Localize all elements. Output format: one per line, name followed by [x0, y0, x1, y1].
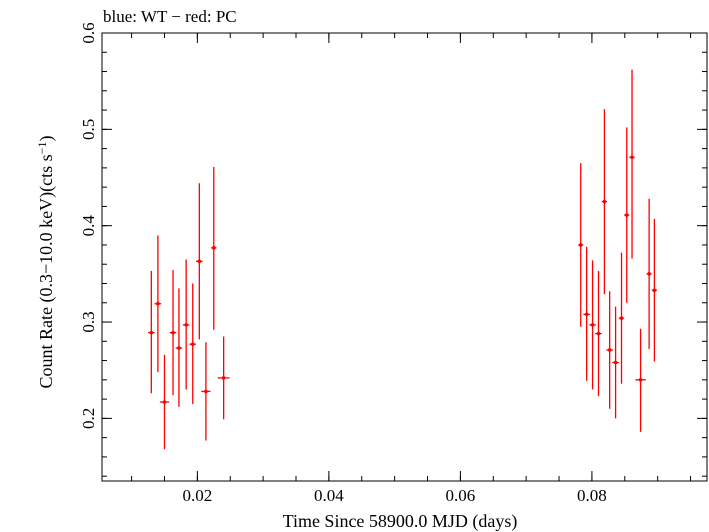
point-marker: [647, 272, 651, 276]
data-point: [148, 270, 155, 394]
data-point: [201, 342, 211, 441]
data-point: [629, 69, 635, 259]
point-marker: [613, 360, 618, 365]
data-point: [169, 270, 177, 396]
data-point: [578, 163, 584, 327]
y-tick-label: 0.6: [79, 22, 98, 43]
point-marker: [171, 330, 175, 335]
data-point: [154, 235, 162, 373]
y-tick-label: 0.5: [79, 119, 98, 140]
data-point: [595, 270, 602, 397]
data-point: [624, 127, 630, 303]
x-tick-label: 0.02: [182, 486, 212, 505]
data-point: [159, 354, 170, 450]
point-marker: [156, 301, 160, 306]
y-tick-label: 0.3: [79, 311, 98, 332]
data-point: [175, 288, 183, 407]
point-marker: [584, 312, 589, 317]
y-axis-ticks: 0.2 0.3 0.4 0.5 0.6: [79, 22, 707, 477]
point-marker: [607, 348, 612, 352]
y-tick-label: 0.4: [79, 215, 98, 237]
point-marker: [197, 259, 202, 264]
point-marker: [652, 288, 657, 293]
x-axis-ticks: 0.02 0.04 0.06 0.08: [131, 33, 692, 505]
data-series-red: [148, 69, 658, 450]
x-axis-label: Time Since 58900.0 MJD (days): [283, 511, 518, 532]
point-marker: [190, 342, 195, 346]
chart-title: blue: WT − red: PC: [103, 7, 237, 26]
data-point: [211, 166, 217, 330]
plot-frame: [101, 32, 708, 482]
point-marker: [619, 316, 624, 320]
data-point: [606, 291, 613, 409]
data-point: [651, 218, 658, 362]
point-marker: [149, 330, 154, 335]
plot-border: [101, 32, 708, 482]
data-point: [189, 283, 197, 404]
point-marker: [602, 199, 607, 204]
data-point: [635, 328, 646, 432]
data-point: [196, 183, 203, 340]
x-tick-label: 0.04: [314, 486, 344, 505]
point-marker: [638, 378, 643, 382]
data-point: [618, 252, 625, 384]
data-point: [646, 198, 652, 350]
point-marker: [630, 155, 634, 160]
data-point: [217, 336, 230, 420]
point-marker: [204, 389, 208, 394]
point-marker: [578, 243, 583, 247]
point-marker: [184, 323, 188, 327]
data-point: [182, 259, 190, 390]
data-point: [601, 109, 608, 295]
data-point: [583, 246, 590, 381]
point-marker: [177, 346, 181, 350]
data-point: [612, 306, 619, 419]
point-marker: [596, 331, 601, 336]
point-marker: [624, 213, 629, 217]
x-tick-label: 0.08: [577, 486, 607, 505]
x-tick-label: 0.06: [446, 486, 476, 505]
data-point: [589, 260, 596, 390]
point-marker: [590, 323, 595, 327]
y-axis-label: Count Rate (0.3−10.0 keV)(cts s−1): [35, 136, 57, 389]
point-marker: [221, 376, 226, 380]
point-marker: [162, 400, 167, 404]
y-tick-label: 0.2: [79, 408, 98, 429]
point-marker: [211, 246, 216, 250]
